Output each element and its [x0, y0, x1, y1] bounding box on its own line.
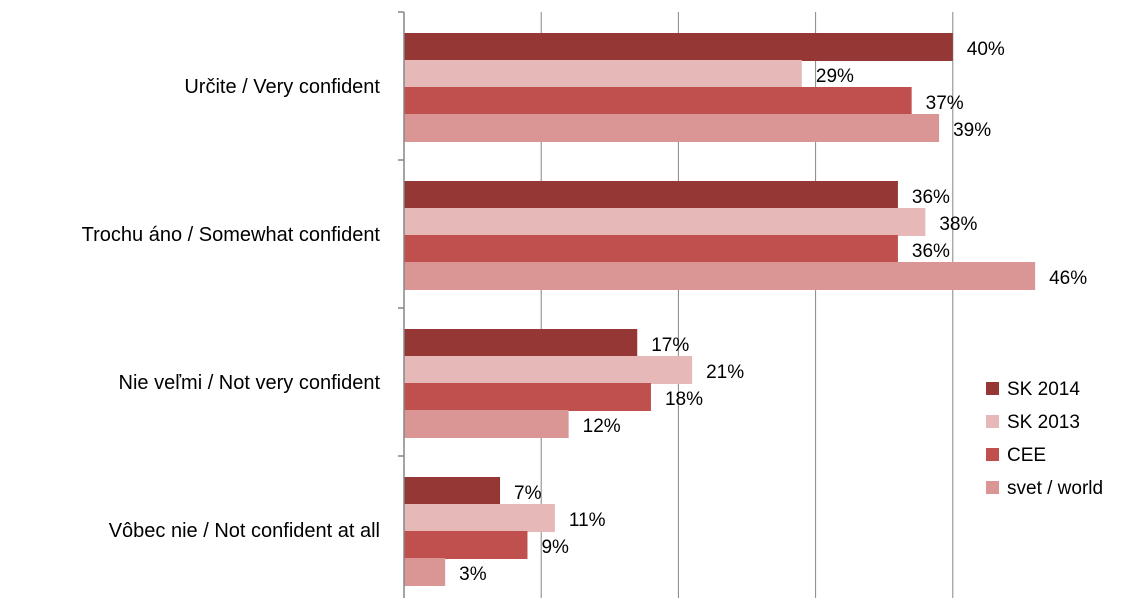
- data-label: 40%: [967, 39, 1005, 60]
- data-label: 21%: [706, 362, 744, 383]
- bar: [404, 33, 953, 61]
- bar: [404, 558, 446, 586]
- category-label: Nie veľmi / Not very confident: [119, 372, 381, 394]
- legend-label: SK 2014: [1007, 379, 1080, 400]
- data-label: 37%: [926, 93, 964, 114]
- data-label: 7%: [514, 483, 542, 504]
- data-label: 17%: [651, 335, 689, 356]
- bar: [404, 356, 693, 384]
- data-label: 29%: [816, 66, 854, 87]
- category-label: Trochu áno / Somewhat confident: [82, 224, 381, 246]
- data-label: 39%: [953, 120, 991, 141]
- legend-label: SK 2013: [1007, 412, 1080, 433]
- bar: [404, 410, 569, 438]
- legend-swatch: [986, 415, 999, 428]
- bar: [404, 87, 912, 115]
- bar: [404, 262, 1036, 290]
- data-label: 36%: [912, 187, 950, 208]
- data-label: 46%: [1049, 268, 1087, 289]
- bar: [404, 208, 926, 236]
- bar: [404, 383, 651, 411]
- data-label: 3%: [459, 564, 487, 585]
- legend-swatch: [986, 448, 999, 461]
- legend-label: CEE: [1007, 445, 1046, 466]
- data-label: 36%: [912, 241, 950, 262]
- bar: [404, 235, 898, 263]
- data-label: 38%: [939, 214, 977, 235]
- legend-label: svet / world: [1007, 478, 1103, 499]
- bar: [404, 114, 940, 142]
- data-label: 11%: [569, 510, 606, 531]
- bar: [404, 329, 638, 357]
- bar: [404, 181, 898, 209]
- bar: [404, 531, 528, 559]
- data-label: 18%: [665, 389, 703, 410]
- bar: [404, 504, 555, 532]
- category-label: Určite / Very confident: [184, 76, 380, 98]
- data-label: 12%: [583, 416, 621, 437]
- bar: [404, 60, 802, 88]
- data-label: 9%: [541, 537, 569, 558]
- category-label: Vôbec nie / Not confident at all: [109, 520, 380, 542]
- bar: [404, 477, 501, 505]
- legend-swatch: [986, 481, 999, 494]
- legend-swatch: [986, 382, 999, 395]
